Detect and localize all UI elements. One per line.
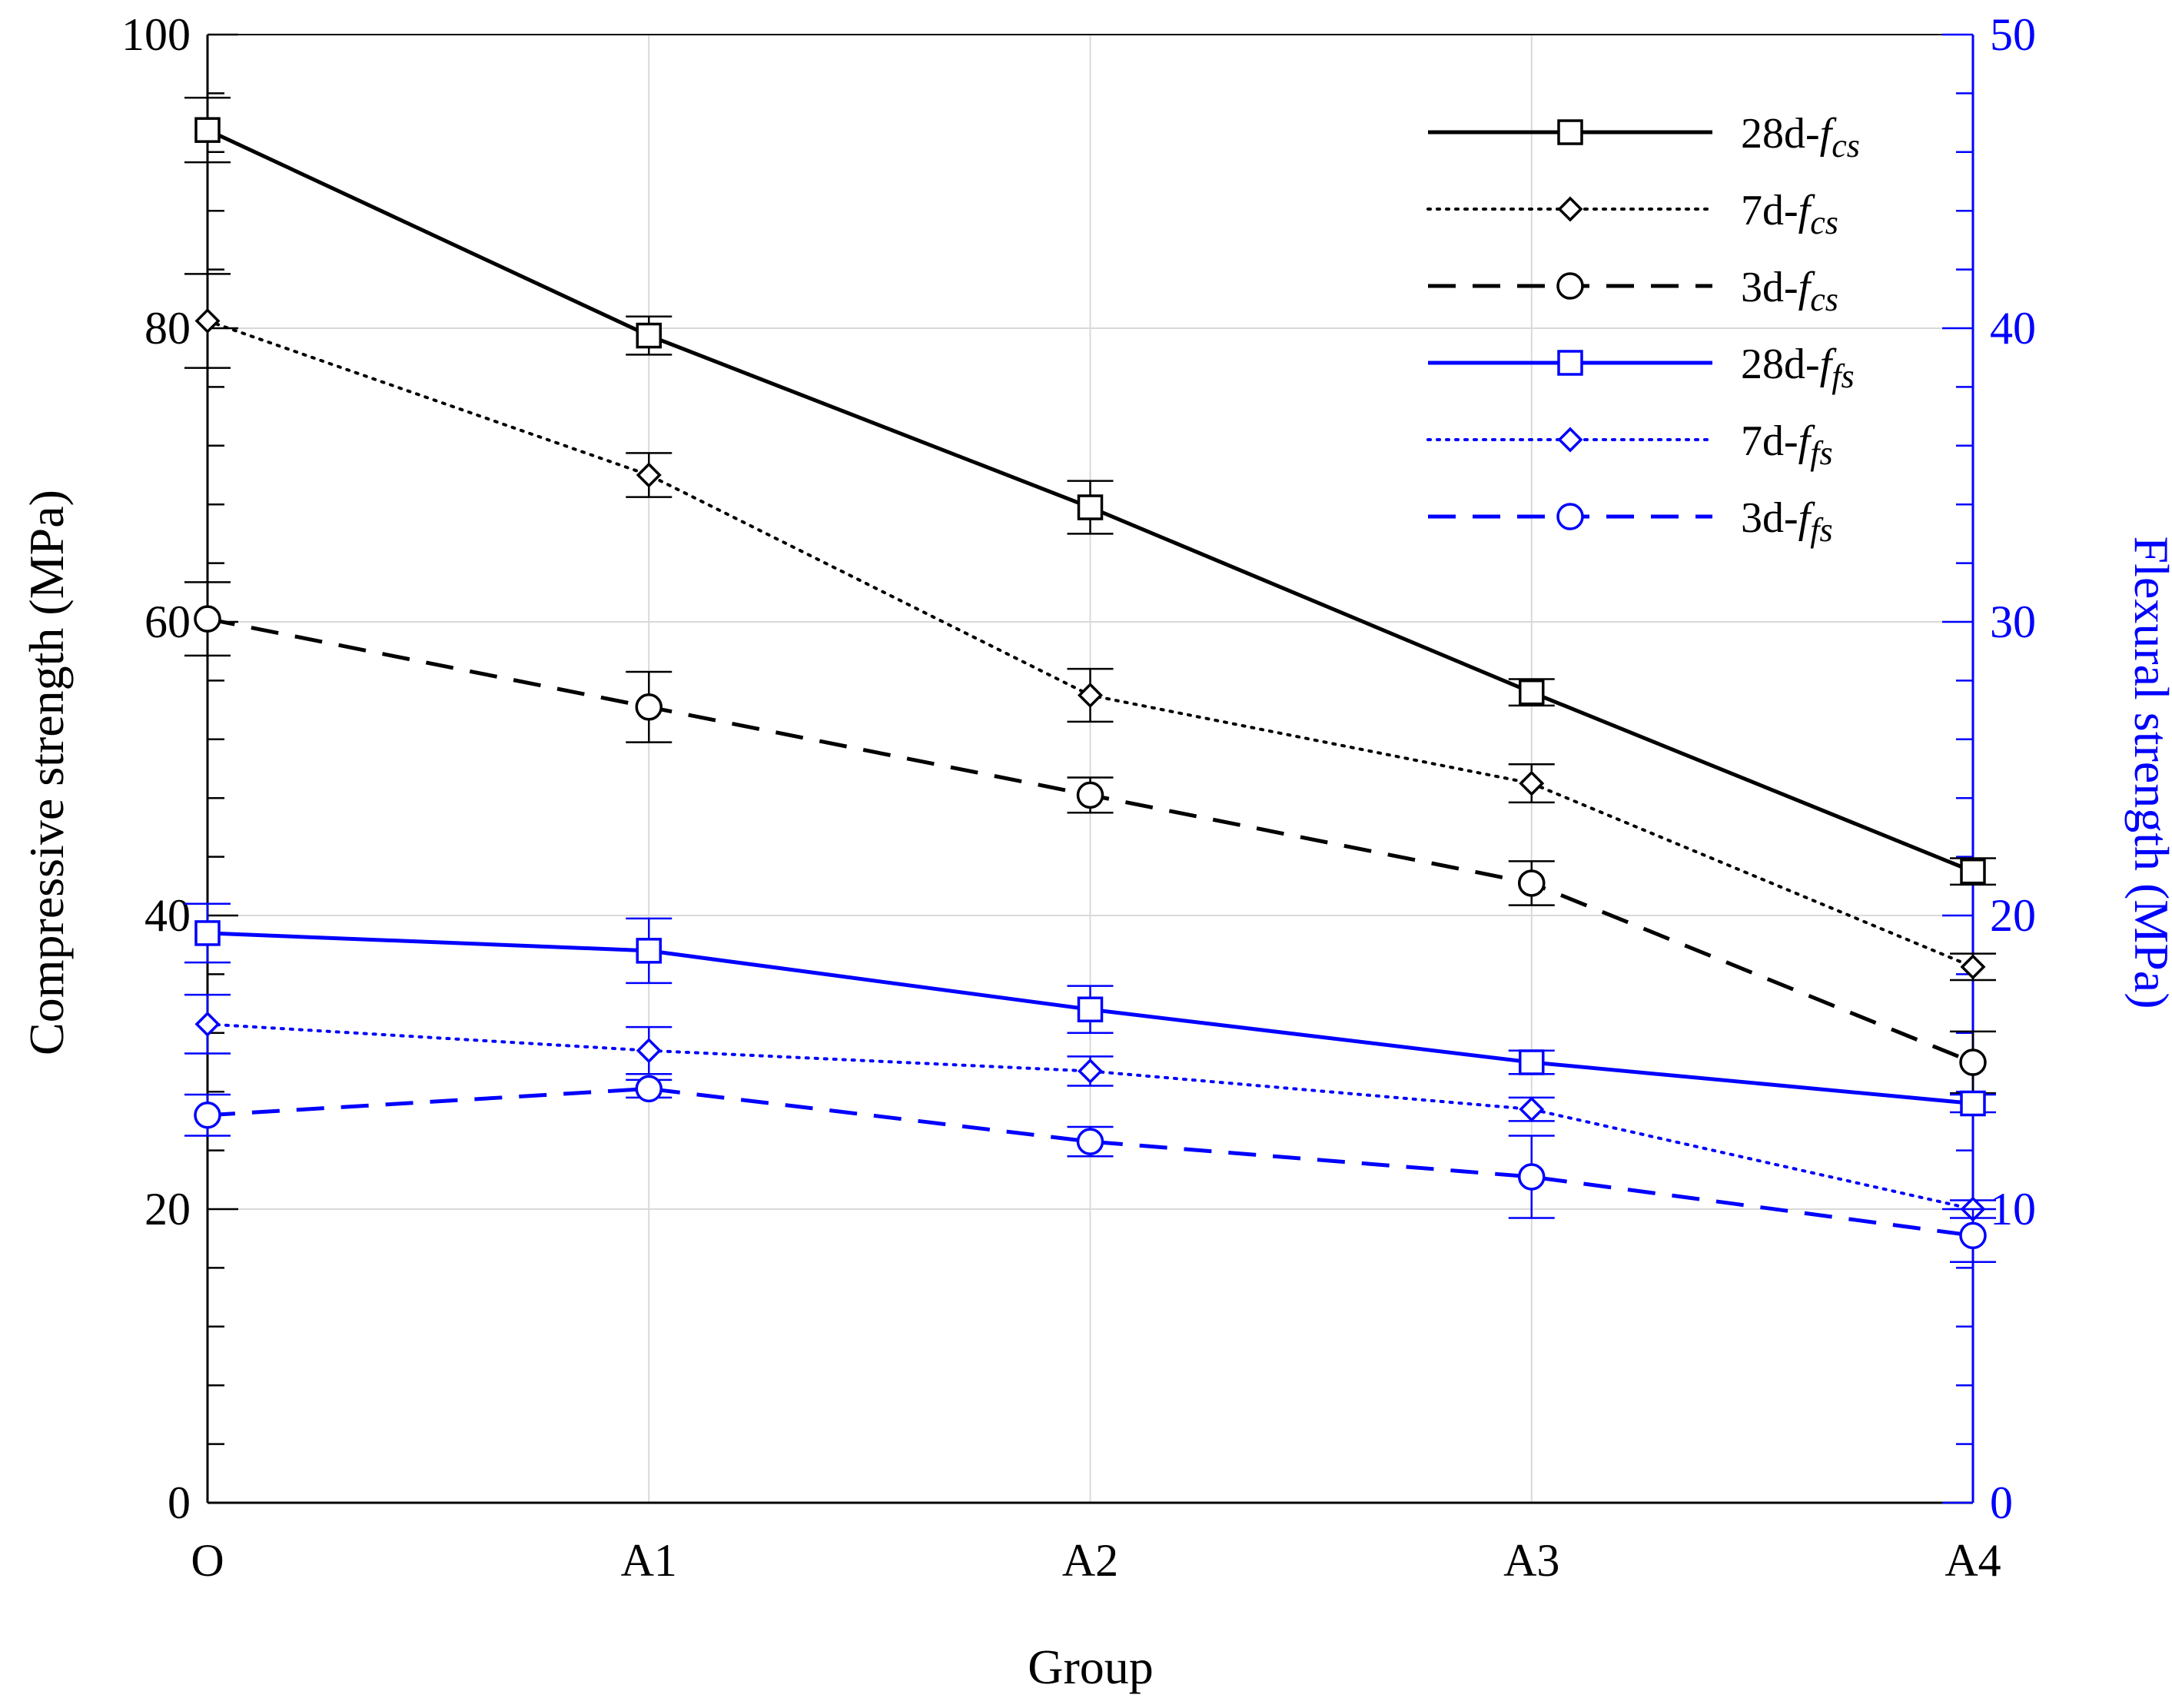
legend-label-7d-ffs: 7d-ffs bbox=[1741, 417, 1833, 472]
right-tick-label: 10 bbox=[1990, 1184, 2036, 1234]
x-tick-label: A2 bbox=[1062, 1535, 1118, 1586]
x-tick-label: A3 bbox=[1503, 1535, 1559, 1586]
data-point-28d-ffs bbox=[636, 938, 662, 964]
data-point-28d-ffs bbox=[194, 920, 221, 946]
data-point-3d-ffs bbox=[1518, 1163, 1546, 1191]
legend-marker-7d-fcs bbox=[1557, 196, 1583, 222]
data-point-28d-fcs bbox=[194, 117, 221, 143]
left-tick-label: 80 bbox=[144, 303, 191, 354]
right-tick-label: 50 bbox=[1990, 9, 2036, 60]
legend-marker-28d-fcs bbox=[1557, 119, 1583, 145]
data-point-7d-fcs bbox=[1078, 683, 1103, 708]
series-28d-fcs bbox=[184, 96, 1996, 886]
right-tick-label: 40 bbox=[1990, 303, 2036, 354]
series-line-3d-ffs bbox=[207, 1086, 1974, 1238]
data-point-7d-fcs bbox=[1960, 954, 1986, 980]
legend-marker-3d-ffs bbox=[1556, 503, 1584, 530]
left-tick-label: 100 bbox=[121, 9, 191, 60]
data-point-3d-ffs bbox=[194, 1102, 221, 1129]
data-point-7d-fcs bbox=[1519, 770, 1545, 796]
legend-marker-28d-ffs bbox=[1557, 350, 1583, 376]
data-point-3d-fcs bbox=[1959, 1048, 1987, 1076]
x-tick-label: A4 bbox=[1945, 1535, 2001, 1586]
data-point-28d-fcs bbox=[1077, 494, 1104, 520]
left-axis-title: Compressive strength (MPa) bbox=[19, 490, 74, 1055]
data-point-28d-fcs bbox=[1960, 858, 1986, 885]
legend-label-7d-fcs: 7d-fcs bbox=[1741, 187, 1838, 241]
legend-label-3d-ffs: 3d-ffs bbox=[1741, 494, 1833, 549]
data-point-7d-fcs bbox=[194, 307, 221, 334]
legend-label-28d-ffs: 28d-ffs bbox=[1741, 341, 1855, 395]
series-3d-ffs bbox=[184, 1075, 1996, 1264]
data-point-7d-ffs bbox=[194, 1011, 221, 1037]
legend-marker-7d-ffs bbox=[1557, 427, 1583, 453]
right-tick-label: 20 bbox=[1990, 890, 2036, 941]
x-tick-label: O bbox=[191, 1535, 224, 1586]
x-axis-title: Group bbox=[1028, 1640, 1154, 1694]
left-tick-label: 20 bbox=[144, 1184, 191, 1234]
data-point-3d-ffs bbox=[635, 1075, 663, 1103]
axes: 0 20 40 60 80 100 0 10 20 30 40 50 O A1 A2 A3 A4 bbox=[121, 9, 2036, 1586]
grid bbox=[208, 35, 1973, 1503]
x-tick-label: A1 bbox=[621, 1535, 677, 1586]
data-point-7d-fcs bbox=[636, 462, 662, 488]
left-tick-label: 0 bbox=[168, 1477, 191, 1528]
left-tick-label: 60 bbox=[144, 596, 191, 647]
data-point-3d-fcs bbox=[1518, 869, 1546, 897]
series-7d-fcs bbox=[184, 273, 1996, 982]
data-point-3d-fcs bbox=[1076, 781, 1104, 809]
legend-label-3d-fcs: 3d-fcs bbox=[1741, 264, 1838, 318]
series-3d-fcs bbox=[184, 581, 1996, 1095]
data-point-3d-fcs bbox=[194, 605, 221, 633]
data-point-28d-ffs bbox=[1960, 1090, 1986, 1117]
right-axis-title: Flexural strength (MPa) bbox=[2124, 537, 2172, 1009]
data-point-7d-ffs bbox=[1078, 1058, 1103, 1084]
data-point-28d-fcs bbox=[1519, 679, 1545, 706]
data-point-3d-fcs bbox=[635, 693, 663, 721]
right-tick-label: 30 bbox=[1990, 596, 2036, 647]
data-point-28d-fcs bbox=[636, 322, 662, 349]
series-layer bbox=[184, 96, 1996, 1264]
data-point-28d-ffs bbox=[1519, 1049, 1545, 1075]
legend-marker-3d-fcs bbox=[1556, 272, 1584, 300]
legend: 28d-fcs 7d-fcs 3d-fcs 28d-ffs 7d-ffs 3d-ffs bbox=[1426, 110, 1860, 549]
series-28d-ffs bbox=[184, 902, 1996, 1117]
data-point-3d-ffs bbox=[1959, 1221, 1987, 1250]
data-point-7d-ffs bbox=[636, 1038, 662, 1064]
data-point-7d-ffs bbox=[1519, 1096, 1545, 1122]
left-tick-label: 40 bbox=[144, 890, 191, 941]
data-point-3d-ffs bbox=[1076, 1128, 1104, 1155]
data-point-28d-ffs bbox=[1077, 996, 1104, 1022]
right-tick-label: 0 bbox=[1990, 1477, 2013, 1528]
legend-label-28d-fcs: 28d-fcs bbox=[1741, 110, 1860, 164]
